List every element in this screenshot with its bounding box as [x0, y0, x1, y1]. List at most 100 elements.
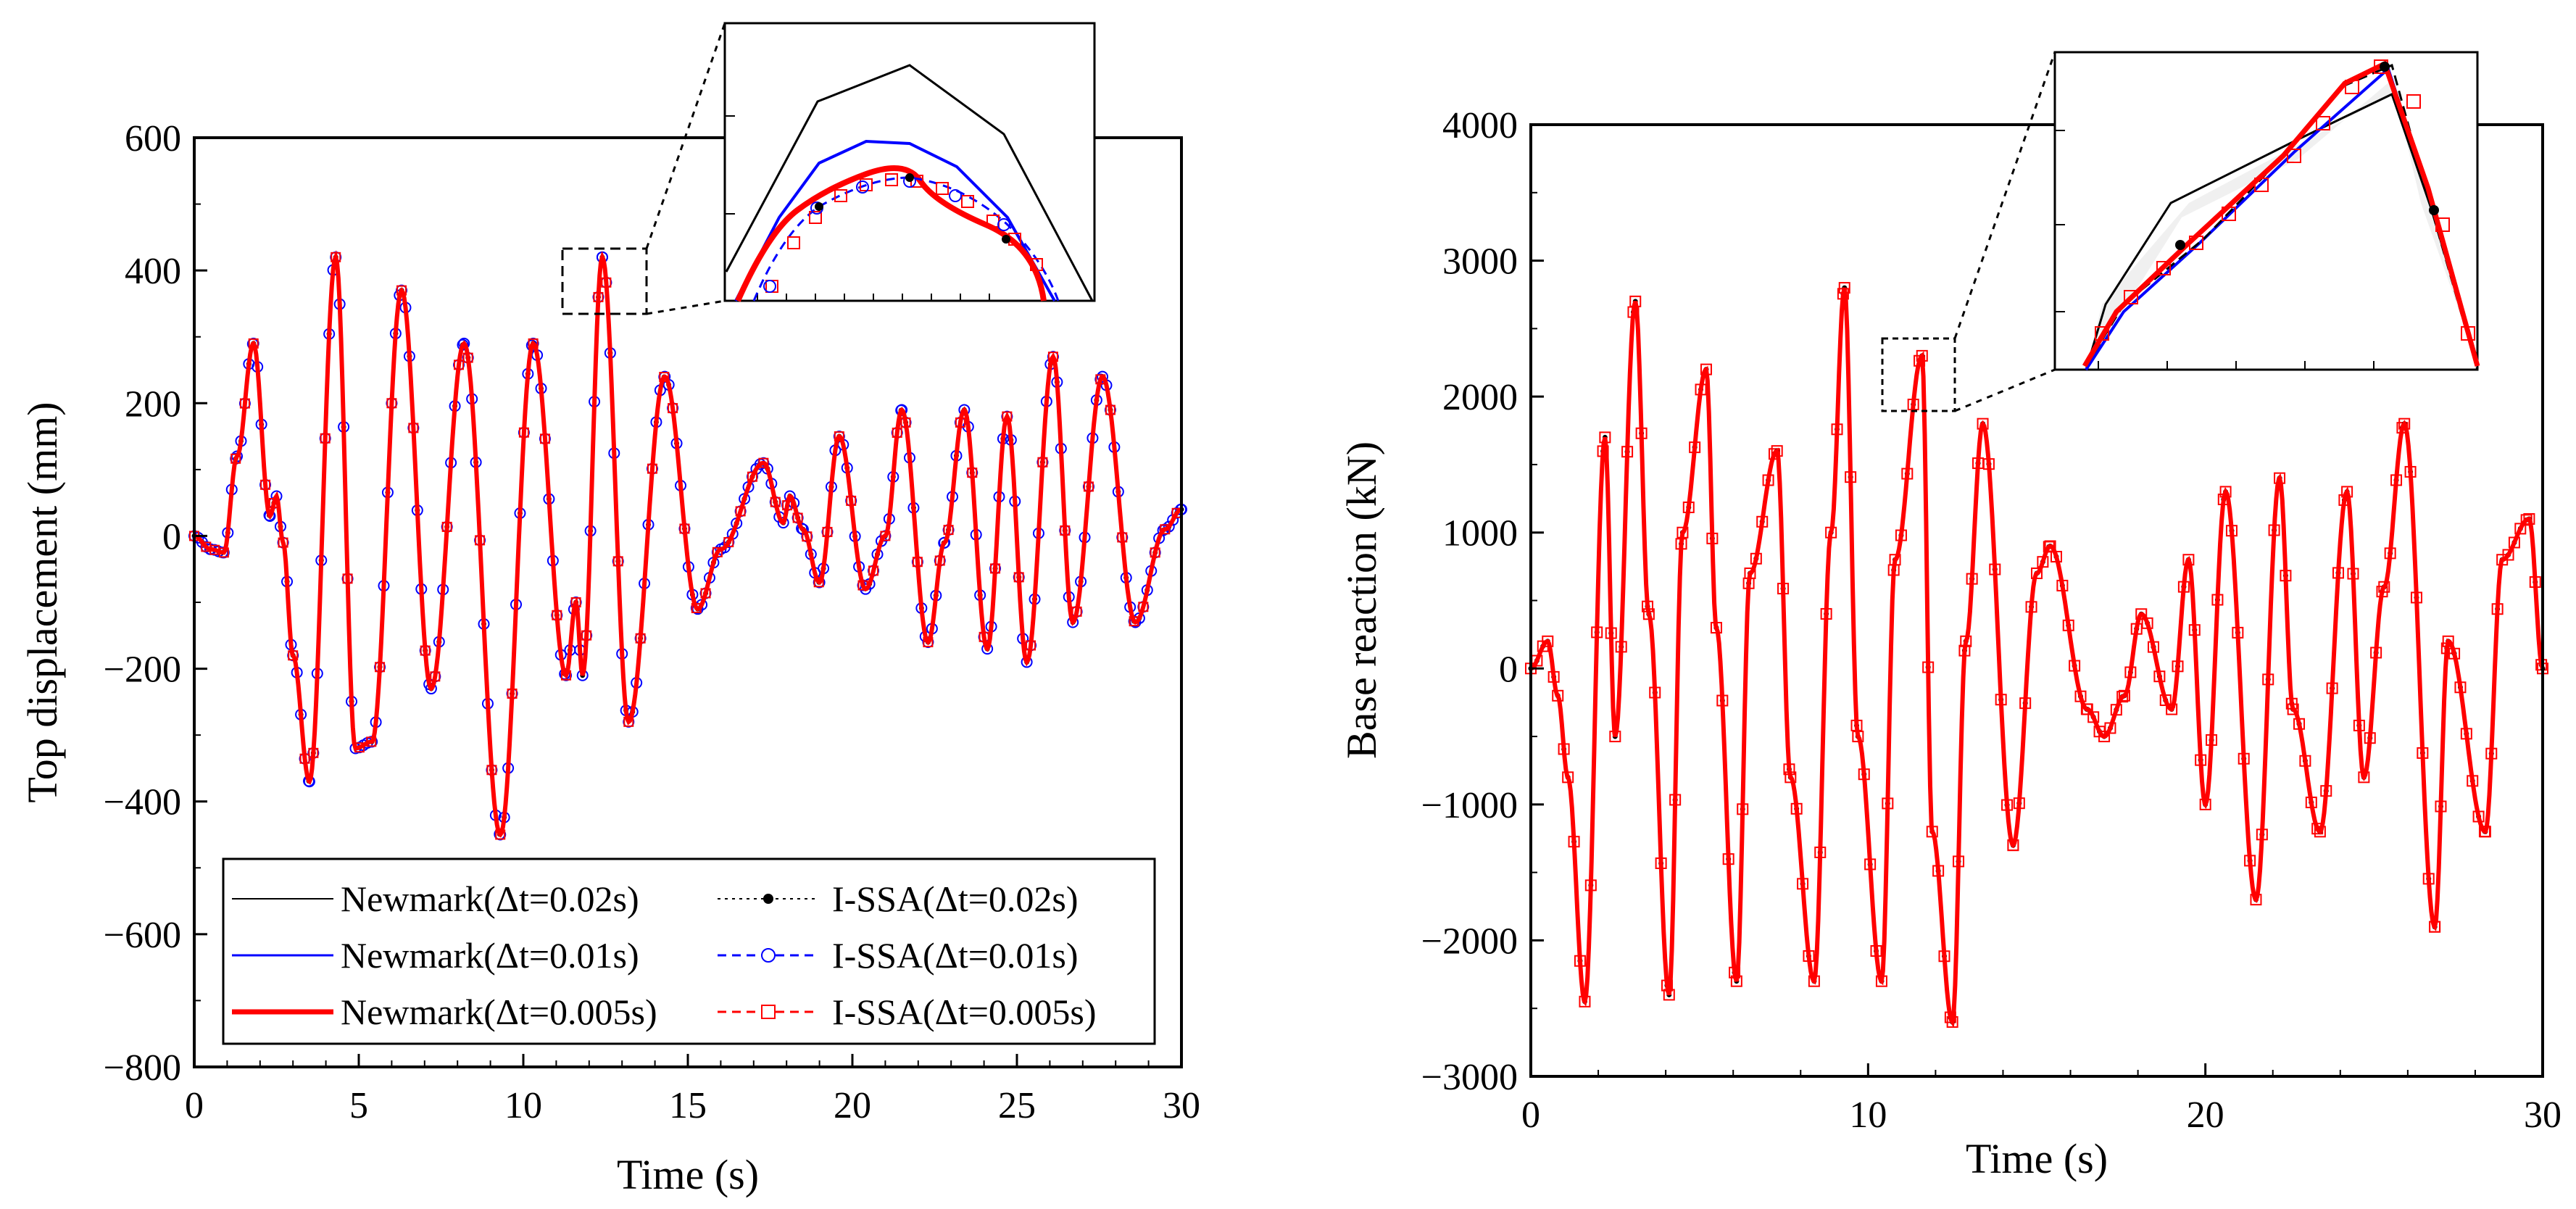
marker-issa-0005: [723, 537, 734, 548]
y-tick-label: 2000: [1442, 377, 1518, 418]
inset-left-marker-issa-002: [1002, 235, 1010, 244]
marker-issa-0005: [923, 636, 934, 647]
marker-issa-0005: [561, 670, 572, 681]
marker-issa-0005: [239, 398, 250, 409]
legend-label: Newmark(Δt=0.01s): [341, 935, 639, 976]
inset-right-marker-issa-0005: [2095, 326, 2109, 341]
y-tick-label: −1000: [1421, 785, 1518, 826]
legend-label: I-SSA(Δt=0.005s): [832, 992, 1097, 1032]
marker-issa-0005: [735, 506, 746, 517]
x-tick-label: 5: [349, 1085, 368, 1126]
zoom-connector-top-left: [645, 22, 726, 249]
marker-issa-0005: [1083, 481, 1094, 492]
marker-issa-0005: [1160, 524, 1171, 535]
marker-issa-0005: [2098, 731, 2111, 743]
marker-issa-0005: [2116, 691, 2129, 703]
y-tick-label: 600: [125, 118, 181, 159]
series-newmark-001-line: [1530, 287, 2544, 1026]
marker-issa-0005: [475, 535, 486, 546]
y-tick-label: −800: [104, 1047, 181, 1089]
marker-issa-0005: [601, 277, 612, 288]
marker-issa-0005: [880, 531, 891, 541]
marker-issa-0005: [770, 497, 781, 507]
legend-item: I-SSA(Δt=0.005s): [718, 992, 1097, 1032]
inset-right-newmark-0005: [2082, 60, 2480, 367]
marker-issa-0005: [308, 747, 319, 758]
inset-left-marker-issa-0005: [834, 189, 847, 202]
y-tick-label: 0: [162, 516, 181, 557]
y-tick-label: 200: [125, 383, 181, 425]
marker-issa-0005: [1037, 457, 1048, 468]
y-tick-label: 4000: [1442, 105, 1518, 146]
legend-marker: [763, 894, 773, 904]
marker-issa-0005: [2081, 703, 2093, 715]
zoom-box-left: [561, 247, 648, 315]
inset-left-marker-issa-001: [856, 180, 869, 194]
marker-issa-0005: [552, 610, 562, 620]
inset-left-marker-issa-0005: [936, 182, 949, 195]
inset-right-marker-issa-002: [2429, 205, 2439, 215]
marker-issa-0005: [248, 338, 259, 349]
legend-item: Newmark(Δt=0.01s): [232, 935, 639, 976]
marker-issa-0005: [813, 577, 824, 588]
legend-label: Newmark(Δt=0.005s): [341, 992, 657, 1032]
marker-issa-001: [939, 536, 951, 549]
y-tick-label: −2000: [1421, 921, 1518, 962]
x-tick-label: 20: [834, 1085, 871, 1126]
marker-issa-0005: [1071, 606, 1082, 617]
legend: Newmark(Δt=0.02s) I-SSA(Δt=0.02s) Newmark(…: [222, 857, 1156, 1045]
marker-issa-0005: [342, 573, 353, 584]
marker-issa-0005: [518, 427, 529, 438]
zoom-connector-bottom-left: [646, 299, 726, 315]
axis-ticks-left: 0 5 10 15 20 25 30 600 400 200 0 −200 −400 −600 −800: [104, 118, 1200, 1126]
y-tick-label: −3000: [1421, 1057, 1518, 1098]
marker-issa-0005: [955, 417, 965, 428]
inset-left-marker-issa-001: [763, 280, 776, 293]
marker-issa-001: [458, 337, 470, 349]
inset-right-marker-issa-0005: [2406, 94, 2421, 109]
y-tick-label: 1000: [1442, 513, 1518, 554]
legend-label: I-SSA(Δt=0.01s): [832, 935, 1079, 976]
marker-issa-0005: [230, 453, 241, 464]
legend-item: I-SSA(Δt=0.01s): [718, 935, 1079, 976]
y-axis-label-right: Base reaction (kN): [1338, 441, 1385, 759]
y-tick-label: −600: [104, 915, 181, 956]
marker-issa-0005: [268, 497, 279, 508]
marker-issa-0005: [507, 688, 518, 699]
legend-item: I-SSA(Δt=0.02s): [718, 878, 1079, 919]
marker-issa-0005: [679, 523, 690, 534]
marker-issa-0005: [454, 360, 465, 370]
x-tick-label: 10: [1849, 1094, 1887, 1136]
marker-issa-0005: [486, 765, 497, 776]
legend-label: Newmark(Δt=0.02s): [341, 878, 639, 919]
marker-issa-0005: [1095, 374, 1106, 385]
marker-issa-0005: [822, 526, 833, 537]
inset-left-marker-issa-001: [997, 218, 1010, 231]
inset-right-marker-issa-0005: [2189, 236, 2203, 250]
marker-issa-0005: [320, 433, 331, 444]
marker-issa-0005: [1105, 404, 1115, 415]
inset-right-marker-issa-0005: [2435, 217, 2450, 232]
inset-left-marker-issa-002: [815, 202, 823, 211]
marker-issa-0005: [375, 662, 386, 673]
x-axis-label-right: Time (s): [1966, 1135, 2108, 1182]
y-tick-label: 400: [125, 251, 181, 292]
marker-issa-0005: [2118, 689, 2130, 702]
x-tick-label: 30: [1163, 1085, 1200, 1126]
marker-issa-0005: [218, 547, 229, 558]
marker-issa-0005: [647, 463, 657, 474]
inset-right-marker-issa-0005: [2222, 207, 2236, 221]
inset-left-marker-issa-002: [905, 173, 914, 182]
inset-right-marker-issa-0005: [2124, 290, 2138, 304]
marker-issa-0005: [758, 457, 769, 468]
inset-left-marker-issa-0005: [1030, 258, 1043, 271]
legend-label: I-SSA(Δt=0.02s): [832, 878, 1079, 919]
marker-issa-0005: [700, 588, 711, 599]
inset-left-issa-001: [752, 176, 1060, 302]
inset-left-marker-issa-0005: [961, 195, 974, 208]
marker-issa-0005: [892, 427, 902, 438]
marker-issa-0005: [354, 742, 365, 753]
marker-issa-0005: [623, 716, 634, 727]
axis-ticks-right: 0 10 20 30 4000 3000 2000 1000 0 −1000 −2000 −3000: [1421, 105, 2562, 1136]
